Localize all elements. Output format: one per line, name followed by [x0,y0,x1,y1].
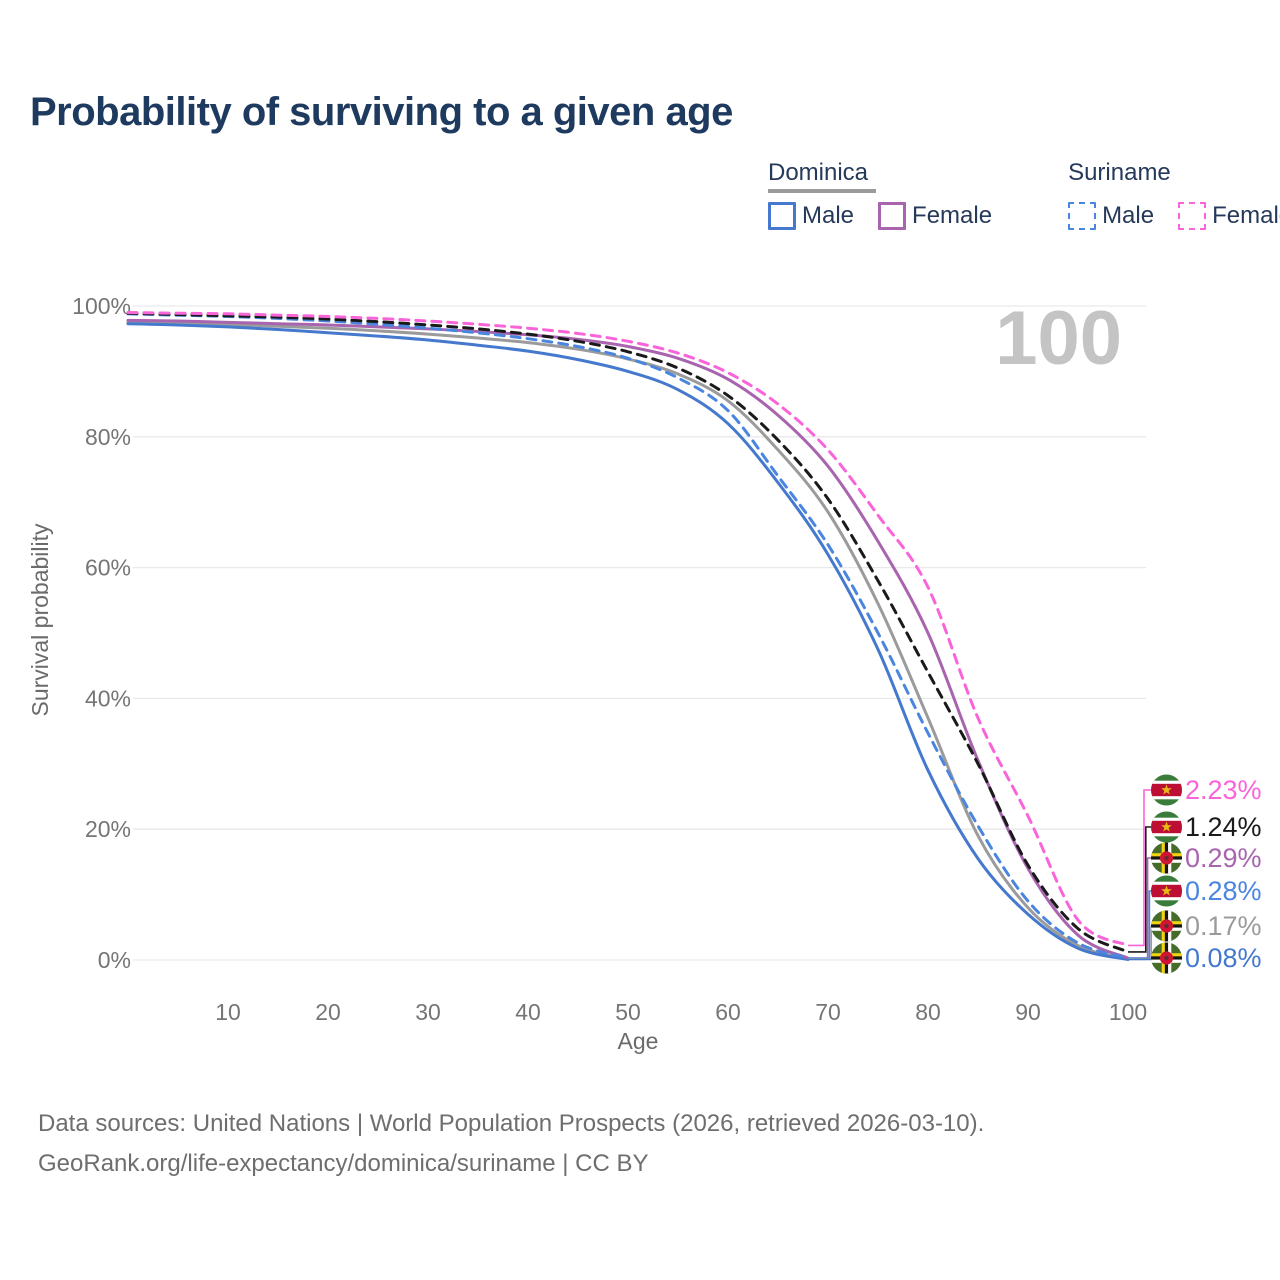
footer: Data sources: United Nations | World Pop… [38,1104,984,1184]
x-axis-tick-label: 80 [915,999,941,1025]
x-axis-tick-label: 20 [315,999,341,1025]
curve-suriname-female [126,311,1130,947]
legend-item-suriname-female[interactable]: Female [1178,202,1280,230]
legend-item-dominica-female[interactable]: Female [878,202,992,230]
y-axis-tick-label: 100% [72,293,131,319]
end-value-label-suriname-male: 0.28% [1185,876,1262,906]
end-label-leader-dominica-female [1128,857,1151,959]
end-value-label-suriname-female: 2.23% [1185,775,1262,805]
x-axis-tick-label: 30 [415,999,441,1025]
legend-item-label: Female [912,202,993,229]
checkbox-icon[interactable] [1178,202,1207,230]
checkbox-icon[interactable] [878,202,907,230]
suriname-flag-icon [1151,811,1182,843]
curve-suriname-total [126,311,1130,954]
curve-suriname-male [126,312,1130,960]
legend-group-title-suriname: Suriname [1068,159,1171,186]
georank-attribution-text: GeoRank.org/life-expectancy/dominica/sur… [38,1150,649,1177]
dominica-solid-line-swatch [768,189,876,193]
age-counter-watermark: 100 [995,296,1122,381]
end-label-leader-suriname-total [1128,826,1151,953]
dominica-flag-icon [1151,942,1182,974]
suriname-flag-icon [1151,875,1182,907]
y-axis-title: Survival probability [27,523,53,717]
x-axis-tick-label: 40 [515,999,541,1025]
curve-dominica-male [126,322,1130,961]
legend-item-label: Female [1212,202,1280,229]
y-axis-tick-label: 80% [85,424,131,450]
dominica-flag-icon [1151,842,1182,874]
x-axis-tick-label: 50 [615,999,641,1025]
data-sources-text: Data sources: United Nations | World Pop… [38,1110,985,1137]
legend-group-title-dominica: Dominica [768,159,869,186]
checkbox-icon[interactable] [768,202,796,230]
end-value-label-suriname-total: 1.24% [1185,812,1262,842]
legend-group-dominica: Dominica Male Female [768,160,992,230]
legend-item-label: Male [1102,202,1155,229]
x-axis-tick-label: 10 [215,999,241,1025]
end-value-label-dominica-female: 0.29% [1185,843,1262,873]
legend: Dominica Male Female Suriname [768,160,1280,230]
legend-group-suriname: Suriname Male Female [1068,160,1280,230]
x-axis-tick-label: 100 [1109,999,1147,1025]
x-axis-title: Age [618,1028,659,1054]
legend-item-dominica-male[interactable]: Male [768,202,854,230]
end-value-label-dominica-total: 0.17% [1185,911,1262,941]
dominica-flag-icon [1151,910,1182,942]
end-value-label-dominica-male: 0.08% [1185,943,1262,973]
y-axis-tick-label: 0% [98,947,131,973]
page-title: Probability of surviving to a given age [30,90,733,134]
curve-dominica-total [126,320,1130,961]
legend-item-label: Male [802,202,855,229]
checkbox-icon[interactable] [1068,202,1097,230]
legend-item-suriname-male[interactable]: Male [1068,202,1154,230]
suriname-flag-icon [1151,774,1182,806]
x-axis-tick-label: 90 [1015,999,1041,1025]
end-label-leader-suriname-female [1128,789,1151,947]
y-axis-tick-label: 40% [85,685,131,711]
y-axis-tick-label: 20% [85,816,131,842]
x-axis-tick-label: 60 [715,999,741,1025]
curve-dominica-female [126,318,1130,960]
x-axis-tick-label: 70 [815,999,841,1025]
y-axis-tick-label: 60% [85,555,131,581]
